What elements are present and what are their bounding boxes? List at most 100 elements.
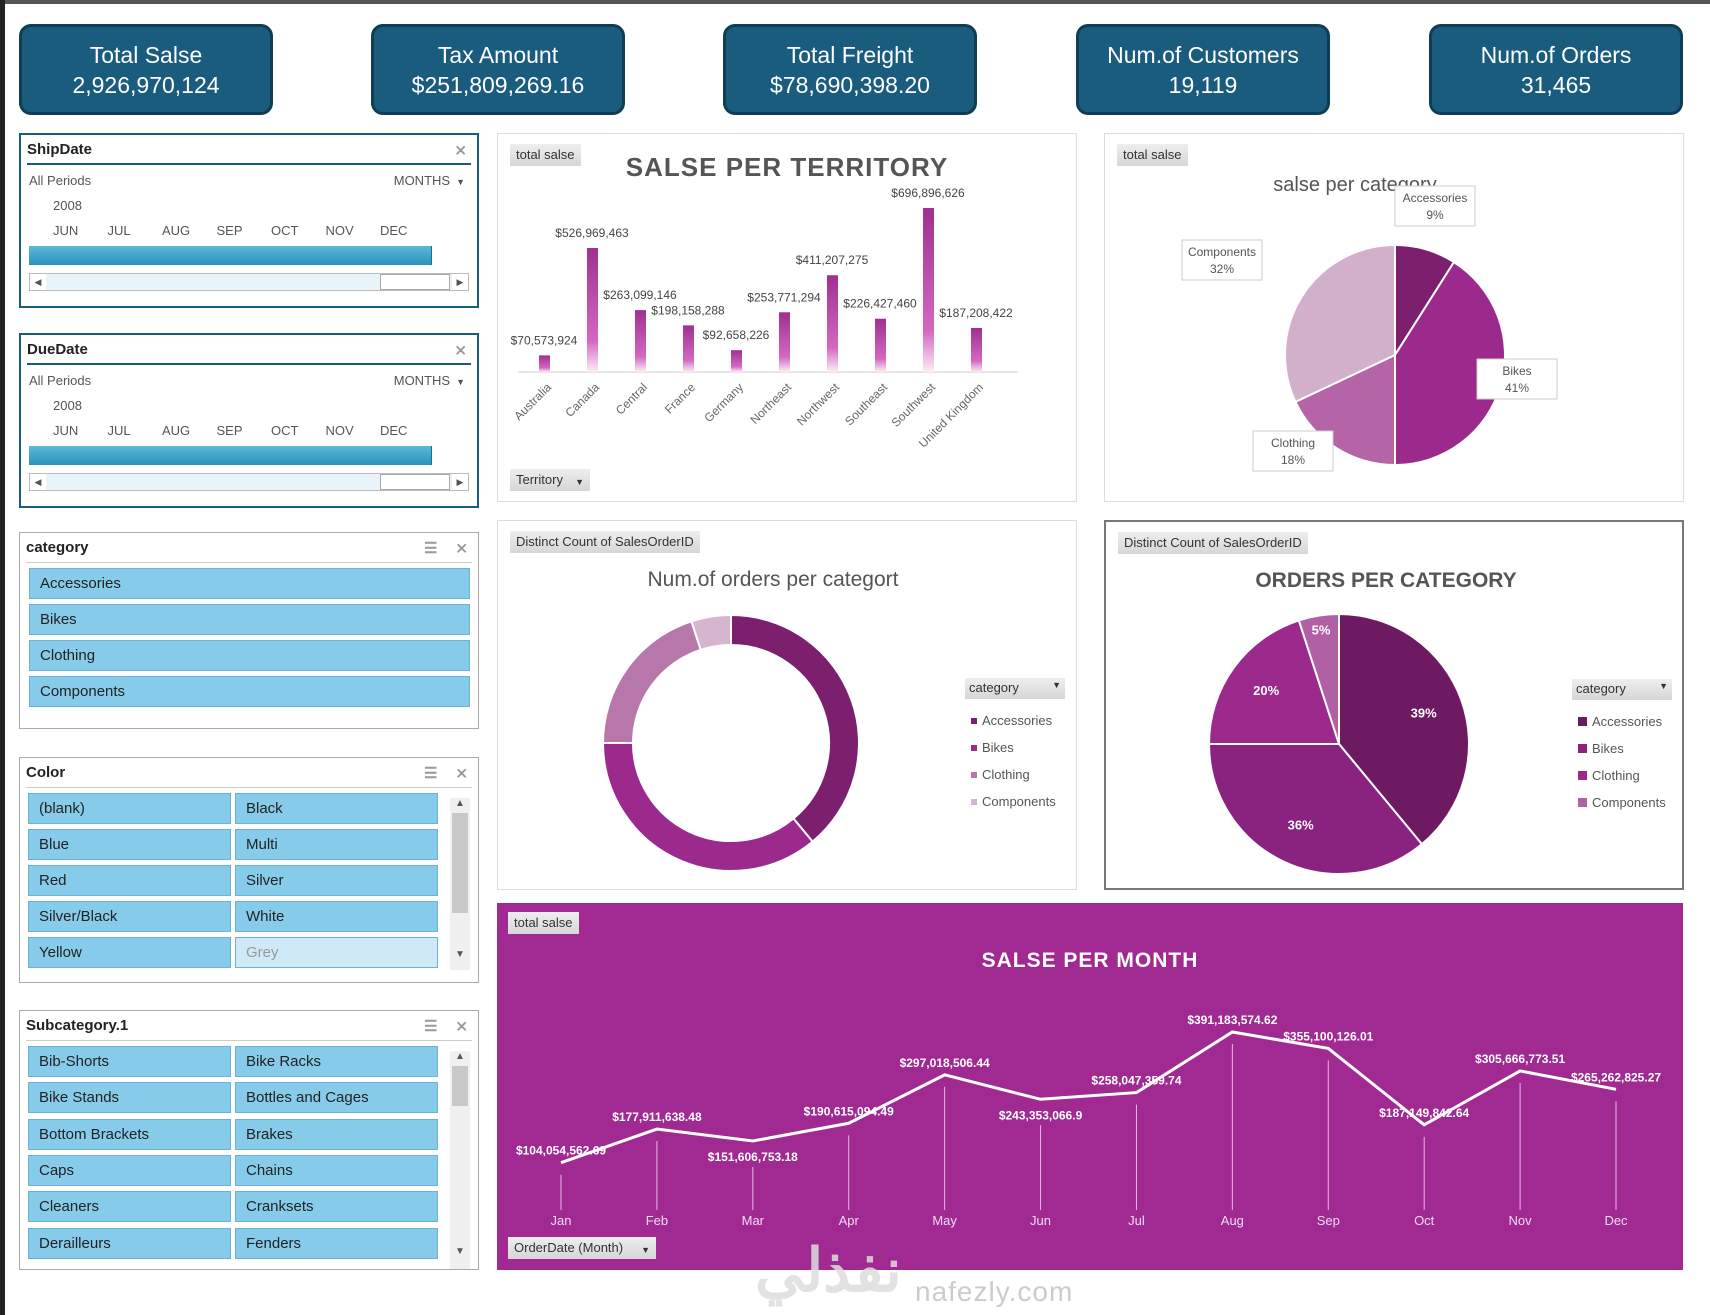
chart-title: SALSE PER MONTH bbox=[981, 949, 1199, 972]
callout-category: Components bbox=[1188, 245, 1256, 259]
timeline-scrollbar[interactable]: ◀ ▶ bbox=[29, 273, 469, 291]
slicer-item[interactable]: Multi bbox=[235, 829, 438, 860]
scroll-left-icon[interactable]: ◀ bbox=[30, 474, 46, 490]
clear-filter-icon[interactable]: ⨯ bbox=[454, 142, 467, 159]
bar bbox=[827, 275, 838, 372]
timeline-range-bar[interactable] bbox=[29, 446, 432, 465]
territory-filter-label: Territory bbox=[516, 472, 563, 487]
field-button-count[interactable]: Distinct Count of SalesOrderID bbox=[1118, 532, 1308, 554]
callout-percent: 32% bbox=[1210, 262, 1234, 276]
slicer-item[interactable]: Bottles and Cages bbox=[235, 1082, 438, 1114]
slice-clothing bbox=[1294, 353, 1396, 467]
slicer-item[interactable]: Cranksets bbox=[235, 1191, 438, 1223]
slicer-item[interactable]: Clothing bbox=[29, 640, 470, 671]
slicer-item[interactable]: Silver bbox=[235, 865, 438, 896]
scroll-thumb[interactable] bbox=[380, 274, 450, 290]
slicer-item[interactable]: Bottom Brackets bbox=[28, 1118, 231, 1150]
legend: category ▼ Accessories Bikes Clothing Compone… bbox=[1572, 679, 1672, 816]
scrollbar[interactable]: ▲ ▼ bbox=[450, 1051, 470, 1269]
slicer-item[interactable]: Chains bbox=[235, 1154, 438, 1186]
slicer-item[interactable]: Bike Racks bbox=[235, 1046, 438, 1077]
data-label: $263,099,146 bbox=[603, 288, 677, 302]
multi-select-icon[interactable]: ☰ bbox=[423, 765, 438, 782]
slicer-item[interactable]: Red bbox=[28, 865, 231, 896]
slicer-item[interactable]: Black bbox=[235, 793, 438, 824]
field-button-count[interactable]: Distinct Count of SalesOrderID bbox=[510, 531, 700, 553]
data-label: 20% bbox=[1253, 683, 1279, 698]
slicer-item[interactable]: Accessories bbox=[29, 568, 470, 599]
category-label: France bbox=[662, 380, 699, 417]
legend-label: Clothing bbox=[982, 767, 1030, 782]
slicer-item[interactable]: Silver/Black bbox=[28, 901, 231, 932]
time-level-dropdown[interactable]: MONTHS ▼ bbox=[394, 373, 469, 388]
callout-box bbox=[1476, 358, 1558, 400]
kpi-value: 2,926,970,124 bbox=[72, 72, 220, 98]
legend-item: Clothing bbox=[965, 761, 1065, 788]
legend-label: Clothing bbox=[1592, 768, 1640, 783]
timeline-scrollbar[interactable]: ◀ ▶ bbox=[29, 473, 469, 491]
legend-filter-button[interactable]: category ▼ bbox=[1572, 679, 1672, 700]
slicer-item[interactable]: Components bbox=[29, 676, 470, 707]
scroll-left-icon[interactable]: ◀ bbox=[30, 274, 46, 290]
kpi-card: Num.of Orders 31,465 bbox=[1429, 24, 1683, 115]
multi-select-icon[interactable]: ☰ bbox=[423, 1018, 438, 1035]
data-label: $391,183,574.62 bbox=[1187, 1013, 1277, 1027]
slicer-item[interactable]: Grey bbox=[235, 937, 438, 968]
multi-select-icon[interactable]: ☰ bbox=[423, 540, 438, 557]
month-label: DEC bbox=[380, 423, 408, 438]
month-label: Jun bbox=[1030, 1213, 1051, 1228]
territory-filter-button[interactable]: Territory ▼ bbox=[510, 469, 590, 491]
slicer-item[interactable]: Derailleurs bbox=[28, 1227, 231, 1259]
chart-title: Num.of orders per categort bbox=[647, 568, 899, 591]
slicer-item[interactable]: Brakes bbox=[235, 1118, 438, 1150]
bar bbox=[683, 325, 694, 372]
month-chart: total salse SALSE PER MONTH $104,054,562… bbox=[497, 903, 1683, 1270]
category-slicer: category ☰ ⨯ Accessories Bikes Clothing Comp… bbox=[19, 532, 479, 729]
slicer-item[interactable]: White bbox=[235, 901, 438, 932]
field-button-total-salse[interactable]: total salse bbox=[1117, 144, 1188, 166]
dropdown-arrow-icon: ▼ bbox=[456, 377, 465, 387]
scroll-right-icon[interactable]: ▶ bbox=[452, 474, 468, 490]
dropdown-arrow-icon: ▼ bbox=[641, 1245, 650, 1255]
slicer-item[interactable]: Yellow bbox=[28, 937, 231, 968]
month-label: Apr bbox=[839, 1213, 860, 1228]
slice-clothing bbox=[601, 620, 702, 744]
time-level-dropdown[interactable]: MONTHS ▼ bbox=[394, 173, 469, 188]
slicer-item[interactable]: Bikes bbox=[29, 604, 470, 635]
clear-filter-icon[interactable]: ⨯ bbox=[455, 540, 468, 557]
scrollbar[interactable]: ▲ ▼ bbox=[450, 798, 470, 970]
legend-item: Components bbox=[965, 788, 1065, 815]
data-label: $190,615,094.49 bbox=[804, 1104, 894, 1118]
scroll-right-icon[interactable]: ▶ bbox=[452, 274, 468, 290]
slicer-item[interactable]: Bike Stands bbox=[28, 1082, 231, 1114]
kpi-card: Total Freight $78,690,398.20 bbox=[723, 24, 977, 115]
legend-filter-button[interactable]: category ▼ bbox=[965, 678, 1065, 699]
kpi-card: Num.of Customers 19,119 bbox=[1076, 24, 1330, 115]
slice-clothing bbox=[1207, 619, 1341, 745]
slice-accessories bbox=[730, 613, 860, 844]
timeline-title: ShipDate bbox=[27, 140, 93, 158]
field-button-total-salse[interactable]: total salse bbox=[510, 144, 581, 166]
timeline-title: DueDate bbox=[27, 340, 88, 358]
category-label: Germany bbox=[701, 380, 746, 425]
legend-swatch bbox=[971, 771, 977, 778]
legend-label: Bikes bbox=[982, 740, 1014, 755]
slicer-item[interactable]: Cleaners bbox=[28, 1191, 231, 1223]
clear-filter-icon[interactable]: ⨯ bbox=[455, 1018, 468, 1035]
month-plot: $104,054,562.69 Jan $177,911,638.48 Feb $151… bbox=[516, 1013, 1661, 1228]
slicer-item[interactable]: (blank) bbox=[28, 793, 231, 824]
kpi-value: 19,119 bbox=[1168, 72, 1238, 98]
orders-pie-chart: Distinct Count of SalesOrderID ORDERS PE… bbox=[1104, 520, 1684, 890]
month-filter-button[interactable]: OrderDate (Month) ▼ bbox=[508, 1237, 656, 1259]
data-label: $265,262,825.27 bbox=[1571, 1070, 1661, 1084]
clear-filter-icon[interactable]: ⨯ bbox=[454, 342, 467, 359]
slicer-item[interactable]: Caps bbox=[28, 1154, 231, 1186]
dropdown-arrow-icon: ▼ bbox=[1052, 680, 1061, 690]
slicer-item[interactable]: Fenders bbox=[235, 1227, 438, 1259]
slicer-item[interactable]: Blue bbox=[28, 829, 231, 860]
timeline-range-bar[interactable] bbox=[29, 246, 432, 265]
scroll-thumb[interactable] bbox=[380, 474, 450, 490]
clear-filter-icon[interactable]: ⨯ bbox=[455, 765, 468, 782]
slicer-item[interactable]: Bib-Shorts bbox=[28, 1046, 231, 1077]
field-button-total-salse[interactable]: total salse bbox=[508, 912, 579, 934]
